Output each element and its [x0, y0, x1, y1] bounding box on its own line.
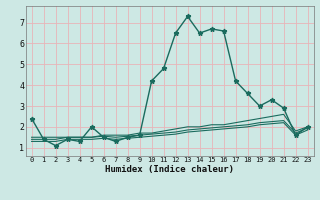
- X-axis label: Humidex (Indice chaleur): Humidex (Indice chaleur): [105, 165, 234, 174]
